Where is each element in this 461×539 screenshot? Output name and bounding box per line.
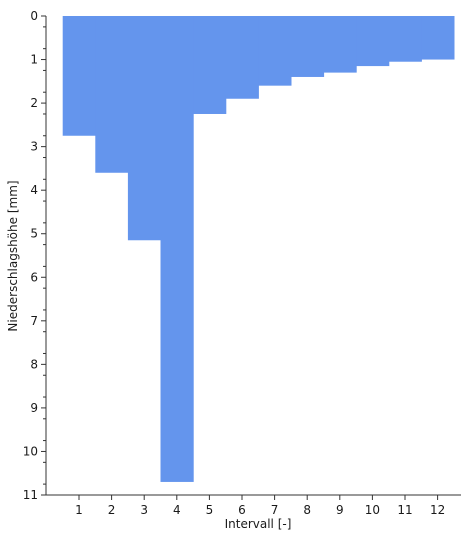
y-tick-label-0: 0 xyxy=(30,9,38,23)
bar-interval-12 xyxy=(421,16,455,60)
x-tick-label-11: 11 xyxy=(397,503,412,517)
x-tick-label-1: 1 xyxy=(75,503,83,517)
y-tick-label-5: 5 xyxy=(30,227,38,241)
x-tick-label-9: 9 xyxy=(336,503,344,517)
x-tick-label-8: 8 xyxy=(303,503,311,517)
x-tick-label-10: 10 xyxy=(365,503,380,517)
y-tick-label-3: 3 xyxy=(30,140,38,154)
x-tick-label-4: 4 xyxy=(173,503,181,517)
bar-interval-6 xyxy=(225,16,259,99)
x-axis-label: Intervall [-] xyxy=(225,517,292,531)
y-tick-label-11: 11 xyxy=(23,488,38,502)
y-tick-label-2: 2 xyxy=(30,96,38,110)
y-tick-label-1: 1 xyxy=(30,53,38,67)
y-axis-label: Niederschlagshöhe [mm] xyxy=(6,180,20,331)
bar-interval-5 xyxy=(193,16,227,114)
x-tick-label-7: 7 xyxy=(271,503,279,517)
y-tick-label-4: 4 xyxy=(30,183,38,197)
bar-group xyxy=(62,16,455,482)
y-tick-label-6: 6 xyxy=(30,270,38,284)
x-tick-group: 1 2 3 4 5 6 7 8 9 10 11 12 xyxy=(75,495,445,517)
bar-interval-10 xyxy=(356,16,390,67)
y-tick-label-9: 9 xyxy=(30,401,38,415)
x-tick-label-5: 5 xyxy=(206,503,214,517)
bar-interval-8 xyxy=(290,16,325,77)
bar-interval-9 xyxy=(323,16,357,73)
y-tick-label-7: 7 xyxy=(30,314,38,328)
bar-interval-1 xyxy=(62,16,96,136)
x-tick-label-12: 12 xyxy=(430,503,445,517)
bar-interval-11 xyxy=(388,16,422,62)
y-tick-group: 0 1 2 3 4 5 6 7 8 9 10 11 xyxy=(23,9,46,502)
y-minor-ticks xyxy=(43,26,46,485)
bar-interval-4 xyxy=(160,16,194,482)
x-tick-label-2: 2 xyxy=(108,503,116,517)
x-tick-label-6: 6 xyxy=(238,503,246,517)
y-tick-label-10: 10 xyxy=(23,444,38,458)
bar-interval-2 xyxy=(95,16,129,173)
y-tick-label-8: 8 xyxy=(30,357,38,371)
bar-interval-3 xyxy=(127,16,162,241)
axes-group xyxy=(45,16,461,496)
bar-interval-7 xyxy=(258,16,292,86)
x-tick-label-3: 3 xyxy=(140,503,148,517)
